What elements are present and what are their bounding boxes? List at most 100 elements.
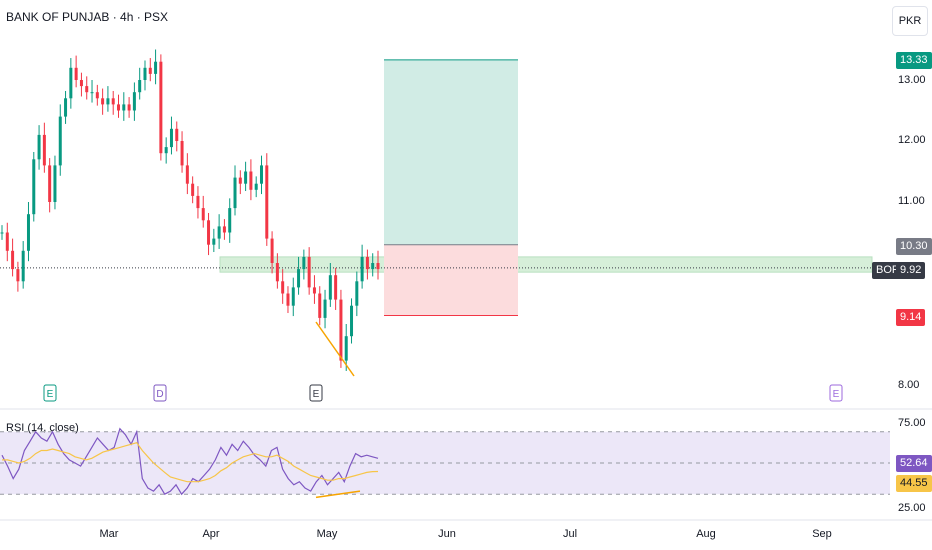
candle-body bbox=[376, 263, 380, 270]
candle-body bbox=[339, 299, 343, 361]
candle-body bbox=[318, 293, 322, 318]
candle-body bbox=[286, 293, 290, 306]
divergence-line bbox=[315, 321, 355, 377]
event-marker-label: E bbox=[833, 389, 840, 400]
candle-body bbox=[0, 232, 4, 234]
event-marker-label: E bbox=[313, 389, 320, 400]
candle-body bbox=[85, 86, 89, 93]
candle-body bbox=[74, 67, 78, 80]
candle-body bbox=[180, 141, 184, 166]
candle-body bbox=[111, 98, 115, 105]
price-tick: 8.00 bbox=[898, 379, 920, 391]
candle-body bbox=[281, 281, 285, 294]
chart-title: BANK OF PUNJAB · 4h · PSX bbox=[6, 10, 169, 24]
candle-body bbox=[217, 226, 221, 239]
time-tick: Apr bbox=[202, 528, 220, 540]
candle-body bbox=[222, 226, 226, 233]
candle-body bbox=[270, 238, 274, 263]
candle-body bbox=[254, 183, 258, 190]
time-tick: Aug bbox=[696, 528, 716, 540]
candle-body bbox=[334, 275, 338, 300]
candle-body bbox=[122, 104, 126, 111]
candle-body bbox=[344, 336, 348, 361]
candle-body bbox=[32, 159, 36, 215]
event-marker bbox=[829, 384, 843, 402]
candle-body bbox=[148, 67, 152, 74]
candle-body bbox=[212, 238, 216, 245]
candle-body bbox=[265, 165, 269, 239]
candle-body bbox=[53, 165, 57, 202]
candle-body bbox=[201, 208, 205, 221]
entry-price-tag: 10.30 bbox=[896, 238, 932, 255]
candle-body bbox=[138, 80, 142, 93]
candle-body bbox=[127, 104, 131, 111]
price-tick: 12.00 bbox=[898, 134, 926, 146]
time-tick: May bbox=[316, 528, 338, 540]
time-tick: Sep bbox=[812, 528, 832, 540]
event-marker bbox=[153, 384, 167, 402]
candle-body bbox=[42, 134, 46, 166]
candle-body bbox=[196, 195, 200, 209]
candle-body bbox=[238, 177, 242, 184]
candle-body bbox=[11, 250, 15, 270]
candle-body bbox=[26, 214, 30, 251]
target-zone bbox=[384, 59, 518, 245]
candle-body bbox=[169, 128, 173, 148]
candle-body bbox=[328, 275, 332, 300]
currency-button[interactable]: PKR bbox=[892, 6, 928, 36]
support-zone bbox=[219, 256, 873, 273]
candle-body bbox=[159, 61, 163, 154]
candle-body bbox=[69, 67, 73, 99]
candle-body bbox=[79, 80, 83, 87]
rsi-value-tag: 52.64 bbox=[896, 455, 932, 472]
candle-body bbox=[302, 256, 306, 270]
candle-body bbox=[95, 92, 99, 99]
candle-body bbox=[350, 305, 354, 337]
candle-body bbox=[117, 104, 121, 111]
candle-body bbox=[233, 177, 237, 209]
target-price-tag: 13.33 bbox=[896, 52, 932, 69]
candle-body bbox=[307, 256, 311, 288]
candle-body bbox=[371, 263, 375, 270]
candle-body bbox=[175, 128, 179, 141]
candle-body bbox=[64, 98, 68, 117]
candle-body bbox=[291, 287, 295, 306]
candle-body bbox=[16, 269, 20, 282]
price-tick: 13.00 bbox=[898, 74, 926, 86]
candle-body bbox=[143, 67, 147, 80]
candle-body bbox=[355, 281, 359, 306]
event-marker-label: E bbox=[47, 389, 54, 400]
candle-body bbox=[58, 116, 62, 166]
rsi-ma-value-tag: 44.55 bbox=[896, 475, 932, 492]
price-tick: 11.00 bbox=[898, 195, 925, 207]
candle-body bbox=[191, 183, 195, 196]
candle-body bbox=[164, 147, 168, 154]
candle-body bbox=[207, 220, 211, 245]
candle-body bbox=[244, 171, 248, 184]
rsi-line bbox=[1, 427, 379, 496]
candle-body bbox=[5, 232, 9, 251]
rsi-tick: 25.00 bbox=[898, 502, 926, 514]
rsi-divergence-line bbox=[315, 490, 361, 499]
candle-body bbox=[48, 165, 52, 202]
time-tick: Mar bbox=[99, 528, 119, 540]
candle-body bbox=[21, 250, 25, 282]
stop-zone bbox=[384, 244, 518, 316]
candle-body bbox=[365, 256, 369, 270]
candle-body bbox=[275, 263, 279, 282]
candle-body bbox=[360, 256, 364, 282]
candle-body bbox=[132, 92, 136, 111]
event-marker bbox=[309, 384, 323, 402]
rsi-ma-line bbox=[2, 442, 379, 483]
stop-price-tag: 9.14 bbox=[896, 309, 926, 326]
last-price-tag: 9.92 bbox=[896, 262, 926, 279]
candle-body bbox=[185, 165, 189, 184]
candle-body bbox=[90, 92, 94, 94]
time-tick: Jun bbox=[438, 528, 456, 540]
symbol-tag: BOP bbox=[872, 262, 904, 279]
candle-body bbox=[312, 287, 316, 294]
event-marker-label: D bbox=[156, 389, 163, 400]
candle-body bbox=[228, 208, 232, 233]
candle-body bbox=[154, 61, 158, 74]
